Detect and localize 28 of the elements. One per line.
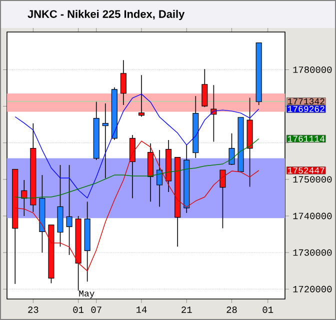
ref-line-label: 1771342 bbox=[288, 98, 324, 104]
x-tick-label: 14 bbox=[136, 306, 147, 313]
candlestick bbox=[66, 164, 72, 256]
candlestick bbox=[228, 132, 235, 166]
candlestick bbox=[202, 68, 208, 108]
y-tick-label: 1720000 bbox=[293, 286, 332, 292]
x-tick-label: 01 bbox=[262, 306, 274, 313]
candlestick bbox=[156, 150, 163, 208]
candlestick bbox=[138, 74, 144, 118]
text: 1769262 bbox=[288, 106, 324, 112]
x-tick-label: 07 bbox=[91, 306, 102, 313]
line-series bbox=[14, 94, 260, 198]
x-tick-label: 23 bbox=[28, 306, 38, 313]
candlestick bbox=[129, 134, 136, 199]
candlestick bbox=[220, 170, 226, 229]
x-tick-label: 01 bbox=[73, 306, 84, 313]
chart-title: JNKC - Nikkei 225 Index, Daily bbox=[28, 10, 185, 20]
x-tick-label: 21 bbox=[182, 306, 192, 313]
text: 1752447 bbox=[288, 167, 324, 174]
candlestick bbox=[120, 60, 126, 106]
x-tick-label: 28 bbox=[226, 306, 237, 313]
text: 1761114 bbox=[288, 136, 324, 142]
candlestick bbox=[102, 102, 108, 179]
y-tick-label: 1750000 bbox=[293, 176, 332, 183]
y-tick-label: 1740000 bbox=[293, 212, 332, 220]
y-tick-label: 1730000 bbox=[293, 249, 332, 256]
y-tick-label: 1780000 bbox=[293, 66, 332, 73]
annotation: May bbox=[79, 290, 94, 298]
